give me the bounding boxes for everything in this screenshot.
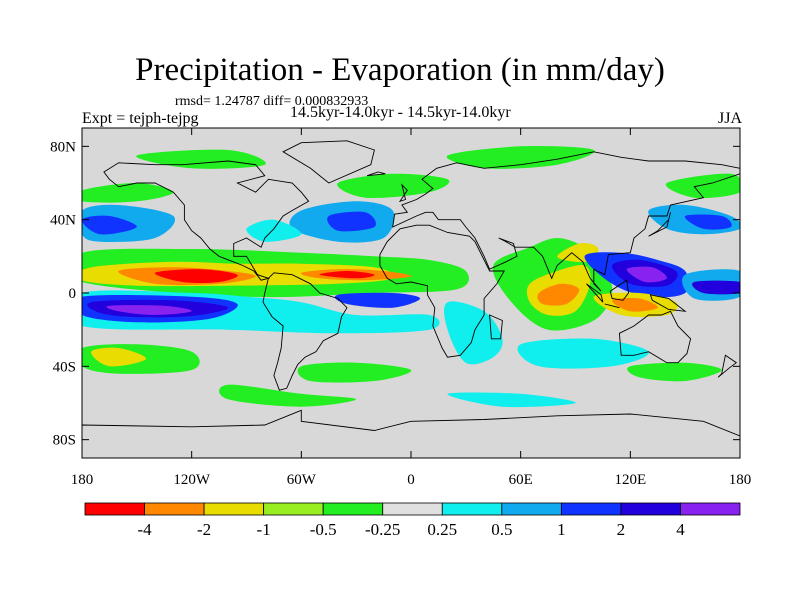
y-tick-label: 80S	[53, 433, 76, 449]
contour-region	[334, 292, 421, 308]
y-tick-label: 40S	[53, 359, 76, 375]
contour-region	[90, 347, 147, 367]
colorbar-label: 0.25	[427, 520, 457, 539]
colorbar-swatch	[263, 502, 324, 516]
x-tick-label: 60W	[287, 472, 317, 488]
map-field	[82, 128, 740, 458]
contour-region	[611, 297, 658, 312]
y-tick-label: 80N	[50, 139, 76, 155]
coastline	[262, 272, 348, 391]
contour-region	[446, 146, 595, 169]
experiment-label: Expt = tejph-tejpg	[82, 110, 199, 127]
x-tick-label: 180	[71, 472, 94, 488]
colorbar-label: -1	[257, 520, 271, 539]
colorbar-swatch	[84, 502, 145, 516]
colorbar-swatch	[203, 502, 265, 516]
coastline	[717, 354, 738, 378]
coastline	[82, 409, 740, 458]
contour-region	[297, 362, 412, 383]
y-tick-label: 0	[69, 286, 77, 302]
coastline	[604, 303, 620, 309]
contour-region	[246, 219, 302, 242]
colorbar-swatch	[620, 502, 681, 516]
colorbar-label: -0.5	[310, 520, 337, 539]
colorbar-swatch	[382, 502, 443, 516]
colorbar-label: -0.25	[365, 520, 400, 539]
coastline	[282, 140, 375, 184]
colorbar-swatch	[680, 502, 741, 516]
contour-region	[447, 392, 576, 408]
axes: 180 120W 60W 0 60E 120E 180 80N 40N 0 40S 80S	[50, 128, 751, 488]
coastline	[103, 160, 310, 281]
contour-region	[627, 362, 722, 382]
contour-region	[327, 211, 376, 232]
contour-region	[684, 214, 732, 230]
x-tick-label: 180	[729, 472, 752, 488]
contour-region	[517, 338, 649, 369]
contour-region	[337, 173, 450, 199]
coastline	[609, 279, 629, 301]
contour-region	[626, 266, 668, 283]
colorbar-label: 0.5	[491, 520, 512, 539]
colorbar: -4 -2 -1 -0.5 -0.25 0.25 0.5 1 2 4	[84, 502, 741, 539]
coastline	[586, 283, 604, 303]
contour-region	[154, 269, 238, 284]
x-tick-label: 120E	[614, 472, 646, 488]
colorbar-label: 1	[557, 520, 566, 539]
stats-label: rmsd= 1.24787 diff= 0.000832933	[175, 94, 369, 109]
coastline	[648, 212, 671, 237]
y-tick-label: 40N	[50, 213, 76, 229]
season-label: JJA	[717, 110, 742, 127]
coastline	[489, 314, 503, 340]
contour-region	[692, 280, 740, 295]
x-tick-label: 60E	[509, 472, 533, 488]
coastline	[392, 151, 740, 292]
coastline	[398, 183, 408, 203]
colorbar-label: -4	[137, 520, 152, 539]
colorbar-swatch	[560, 502, 622, 516]
contour-region	[106, 305, 192, 315]
coastlines	[82, 140, 740, 458]
contour-region	[444, 301, 503, 365]
contour-region	[136, 149, 266, 169]
colorbar-swatch	[441, 502, 503, 516]
contour-region	[82, 182, 174, 203]
colorbar-label: 2	[617, 520, 626, 539]
coastline	[618, 310, 692, 364]
coastline	[366, 171, 386, 177]
coastline	[649, 294, 687, 312]
colorbar-swatch	[144, 502, 205, 516]
contour-region	[537, 283, 580, 306]
contour-region	[319, 271, 375, 279]
coastline	[379, 224, 505, 358]
colorbar-label: 4	[676, 520, 685, 539]
colorbar-swatch	[501, 502, 562, 516]
contour-region	[82, 215, 137, 235]
colorbar-label: -2	[197, 520, 211, 539]
contour-region	[219, 384, 357, 407]
x-tick-label: 120W	[173, 472, 211, 488]
period-label: 14.5kyr-14.0kyr - 14.5kyr-14.0kyr	[290, 104, 511, 121]
colorbar-swatch	[322, 502, 384, 516]
x-tick-label: 0	[407, 472, 415, 488]
chart-title: Precipitation - Evaporation (in mm/day)	[135, 52, 665, 88]
